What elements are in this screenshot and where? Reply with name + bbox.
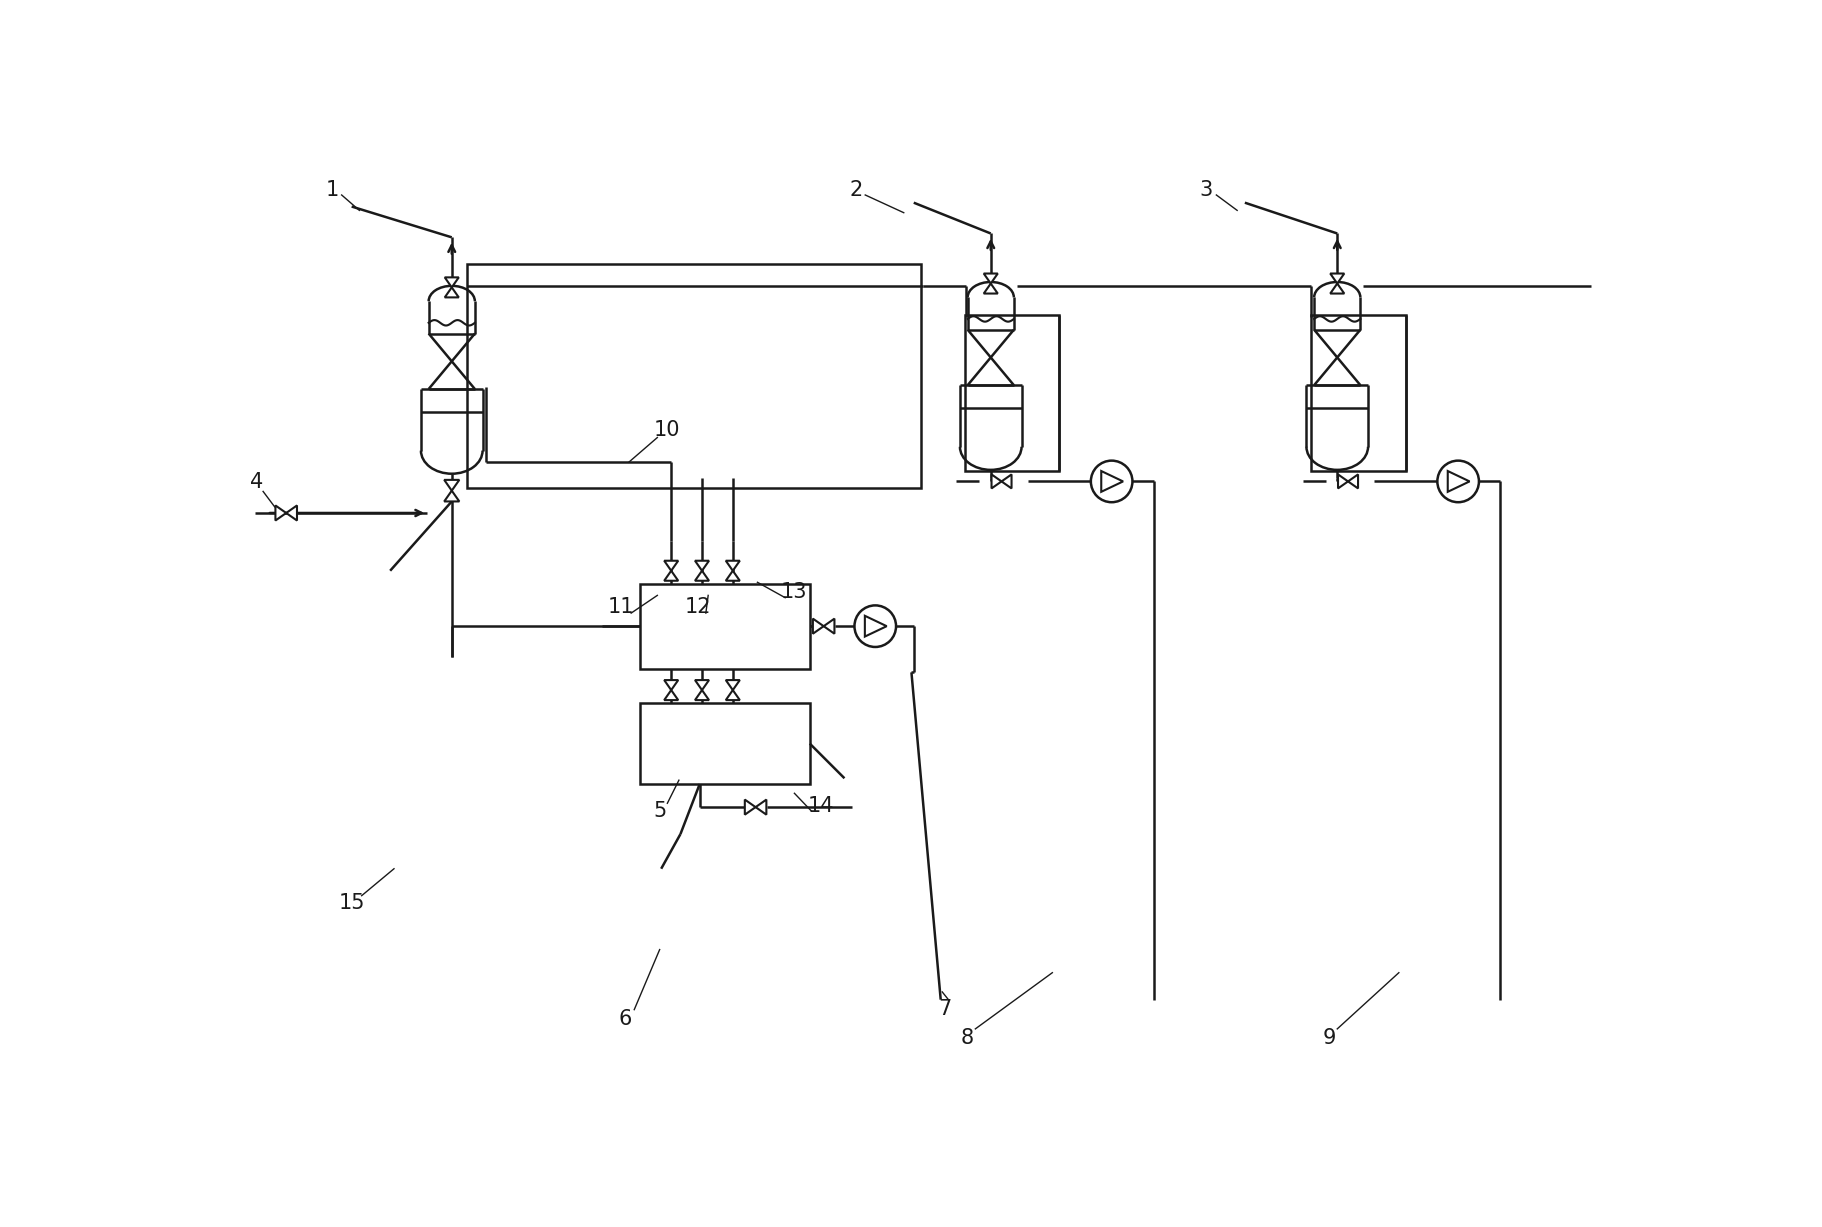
Polygon shape [665, 571, 678, 580]
Polygon shape [1002, 475, 1011, 488]
Text: 12: 12 [685, 596, 711, 617]
Polygon shape [275, 506, 286, 520]
Polygon shape [824, 618, 834, 633]
Polygon shape [694, 690, 709, 701]
Polygon shape [1330, 283, 1345, 293]
Polygon shape [445, 491, 459, 502]
Bar [640, 703, 809, 784]
Polygon shape [725, 561, 740, 571]
Text: 4: 4 [250, 472, 264, 492]
Bar [466, 264, 922, 487]
Bar [964, 315, 1059, 471]
Polygon shape [1337, 475, 1348, 488]
Polygon shape [694, 571, 709, 580]
Polygon shape [756, 800, 767, 815]
Polygon shape [1348, 475, 1357, 488]
Text: 14: 14 [809, 795, 834, 816]
Text: 7: 7 [938, 999, 951, 1018]
Polygon shape [694, 680, 709, 690]
Text: 1: 1 [326, 179, 339, 200]
Bar [640, 584, 809, 669]
Polygon shape [445, 277, 459, 287]
Polygon shape [445, 287, 459, 297]
Polygon shape [725, 690, 740, 701]
Text: 9: 9 [1323, 1028, 1336, 1048]
Polygon shape [665, 690, 678, 701]
Polygon shape [725, 571, 740, 580]
Text: 6: 6 [618, 1009, 632, 1029]
Polygon shape [1330, 274, 1345, 283]
Polygon shape [984, 274, 998, 283]
Polygon shape [725, 680, 740, 690]
Polygon shape [286, 506, 297, 520]
Polygon shape [813, 618, 824, 633]
Polygon shape [665, 680, 678, 690]
Polygon shape [984, 283, 998, 293]
Polygon shape [445, 480, 459, 491]
Polygon shape [665, 561, 678, 571]
Text: 10: 10 [654, 420, 681, 439]
Text: 3: 3 [1199, 179, 1213, 200]
Text: 13: 13 [782, 582, 807, 601]
Text: 2: 2 [849, 179, 862, 200]
Text: 5: 5 [652, 801, 667, 821]
Polygon shape [745, 800, 756, 815]
Bar [1312, 315, 1407, 471]
Polygon shape [694, 561, 709, 571]
Text: 8: 8 [960, 1028, 975, 1048]
Text: 15: 15 [339, 893, 364, 913]
Text: 11: 11 [609, 596, 634, 617]
Polygon shape [991, 475, 1002, 488]
